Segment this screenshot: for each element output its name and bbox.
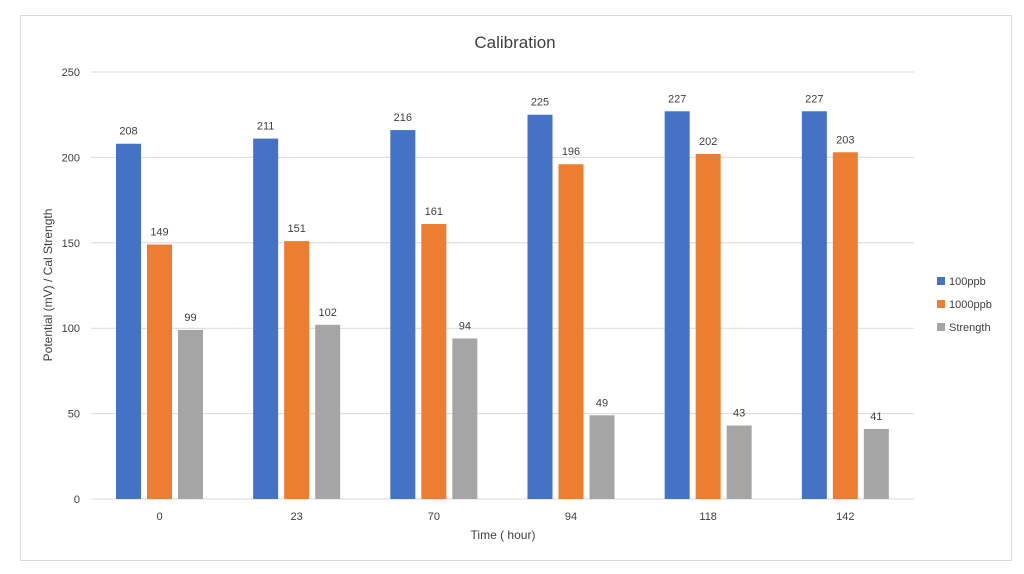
- data-label-100ppb-142: 227: [805, 93, 823, 105]
- data-label-strength-142: 41: [870, 411, 882, 423]
- bar-1000ppb-94: [558, 164, 584, 499]
- x-tick-label-142: 142: [836, 511, 854, 523]
- bar-100ppb-142: [801, 111, 827, 499]
- bar-strength-0: [178, 329, 203, 499]
- y-tick-label-50: 50: [68, 409, 80, 421]
- bar-1000ppb-23: [284, 241, 310, 500]
- bar-100ppb-23: [253, 138, 279, 499]
- data-label-strength-118: 43: [733, 408, 745, 420]
- x-tick-label-94: 94: [565, 511, 577, 523]
- data-label-1000ppb-70: 161: [425, 206, 443, 218]
- x-tick-label-118: 118: [699, 511, 717, 523]
- data-label-1000ppb-23: 151: [287, 223, 305, 235]
- x-tick-label-70: 70: [428, 511, 440, 523]
- bar-100ppb-118: [664, 111, 690, 499]
- y-tick-label-100: 100: [62, 323, 80, 335]
- bar-strength-70: [452, 338, 478, 499]
- y-axis-title: Potential (mV) / Cal Strength: [41, 209, 55, 362]
- legend-swatch-1000ppb: [937, 300, 945, 308]
- legend-swatch-strength: [937, 323, 945, 331]
- bar-100ppb-70: [390, 130, 416, 499]
- chart-title: Calibration: [474, 33, 555, 52]
- bar-1000ppb-142: [832, 152, 858, 499]
- data-label-strength-23: 102: [318, 307, 336, 319]
- x-tick-label-0: 0: [156, 511, 162, 523]
- legend-label-strength: Strength: [949, 322, 991, 334]
- data-label-100ppb-0: 208: [119, 126, 137, 138]
- data-label-1000ppb-0: 149: [150, 227, 168, 239]
- bar-100ppb-0: [116, 143, 141, 499]
- data-label-100ppb-118: 227: [668, 93, 686, 105]
- legend-swatch-100ppb: [937, 277, 945, 285]
- data-label-100ppb-70: 216: [394, 112, 412, 124]
- bar-1000ppb-70: [421, 224, 447, 499]
- legend-label-1000ppb: 1000ppb: [949, 299, 992, 311]
- data-label-1000ppb-142: 203: [836, 134, 854, 146]
- x-tick-label-23: 23: [291, 511, 303, 523]
- bar-strength-23: [315, 324, 341, 499]
- data-label-100ppb-94: 225: [531, 97, 549, 109]
- bar-100ppb-94: [527, 114, 553, 499]
- bar-1000ppb-118: [695, 153, 721, 499]
- bar-strength-118: [726, 425, 752, 499]
- data-label-strength-94: 49: [596, 397, 608, 409]
- data-label-strength-0: 99: [184, 312, 196, 324]
- y-tick-label-150: 150: [62, 238, 80, 250]
- y-tick-label-250: 250: [62, 67, 80, 79]
- y-tick-label-0: 0: [74, 494, 80, 506]
- data-label-1000ppb-118: 202: [699, 136, 717, 148]
- data-label-strength-70: 94: [459, 320, 471, 332]
- bar-1000ppb-0: [147, 244, 172, 499]
- x-axis-title: Time ( hour): [471, 528, 536, 542]
- bar-strength-142: [863, 428, 889, 499]
- legend-label-100ppb: 100ppb: [949, 276, 986, 288]
- data-label-1000ppb-94: 196: [562, 146, 580, 158]
- y-tick-label-200: 200: [62, 152, 80, 164]
- data-label-100ppb-23: 211: [257, 121, 275, 133]
- bar-strength-94: [589, 415, 615, 499]
